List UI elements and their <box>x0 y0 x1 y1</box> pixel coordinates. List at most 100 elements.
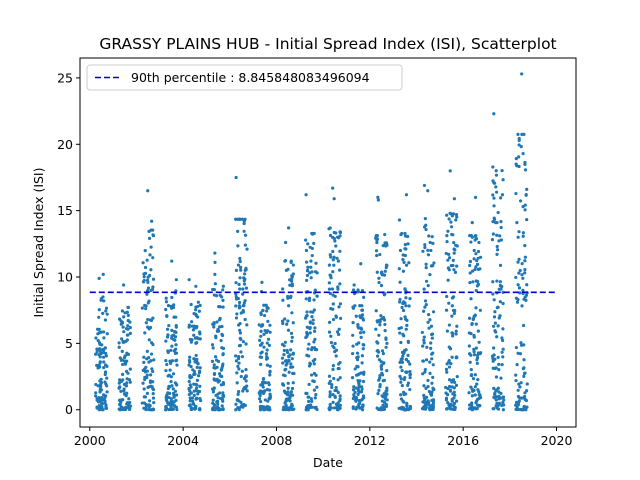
data-point <box>120 349 124 353</box>
data-point <box>403 253 407 258</box>
data-point <box>381 273 385 277</box>
data-point <box>194 314 198 318</box>
data-point <box>429 393 434 397</box>
data-point <box>444 367 449 371</box>
data-point <box>266 319 270 323</box>
data-point <box>327 263 332 267</box>
data-point <box>241 292 245 296</box>
data-point <box>105 364 109 368</box>
data-point <box>118 379 123 384</box>
data-point <box>286 381 290 385</box>
data-point <box>103 318 108 322</box>
data-point <box>96 339 100 343</box>
data-point <box>378 382 382 387</box>
data-point <box>327 287 332 291</box>
data-point <box>307 298 311 303</box>
data-point <box>169 397 173 401</box>
data-point <box>151 228 155 232</box>
data-point <box>525 283 529 287</box>
data-point <box>524 408 528 412</box>
data-point <box>308 362 313 366</box>
data-point <box>514 275 518 280</box>
data-point <box>219 339 223 343</box>
data-point <box>514 345 518 350</box>
data-point <box>268 330 272 334</box>
data-point <box>377 388 381 392</box>
data-point <box>500 193 505 197</box>
data-point <box>362 330 366 334</box>
data-point <box>334 385 338 390</box>
data-point <box>195 336 199 340</box>
data-point <box>290 311 294 315</box>
data-point <box>499 196 503 200</box>
data-point <box>353 390 357 394</box>
data-point <box>194 382 198 386</box>
data-point <box>171 333 176 337</box>
data-point <box>382 361 386 365</box>
data-point <box>330 385 334 389</box>
data-point <box>215 365 219 369</box>
data-point <box>305 334 309 339</box>
data-point <box>117 341 121 345</box>
data-point <box>431 363 435 367</box>
data-point <box>499 391 503 396</box>
data-point <box>151 369 155 374</box>
data-point <box>331 400 335 404</box>
data-point <box>283 391 287 395</box>
data-point <box>385 241 389 245</box>
data-point <box>400 231 404 236</box>
data-point <box>121 325 125 329</box>
data-point <box>451 334 455 338</box>
data-point <box>100 343 104 347</box>
data-point <box>168 401 173 405</box>
data-point <box>188 403 192 407</box>
data-point <box>426 312 431 317</box>
data-point <box>408 362 412 366</box>
data-point <box>450 385 454 389</box>
data-point <box>401 308 406 313</box>
x-tick-label: 2004 <box>167 433 199 448</box>
legend-box <box>86 64 403 91</box>
data-point <box>164 296 168 300</box>
data-point <box>497 362 501 366</box>
data-point <box>502 403 506 407</box>
data-point <box>422 183 427 188</box>
data-point <box>237 361 241 365</box>
data-point <box>119 358 124 362</box>
data-point <box>128 325 132 330</box>
data-point <box>187 392 191 397</box>
data-point <box>151 387 156 392</box>
data-point <box>309 397 313 401</box>
data-point <box>444 308 449 312</box>
data-point <box>329 255 333 259</box>
data-point <box>516 388 520 392</box>
data-point <box>398 297 402 302</box>
data-point <box>492 386 496 390</box>
data-point <box>101 311 105 315</box>
data-point <box>421 372 425 376</box>
data-point <box>126 318 130 323</box>
data-point <box>307 399 311 403</box>
data-point <box>143 248 147 253</box>
data-point <box>514 296 519 300</box>
data-point <box>407 304 411 308</box>
data-point <box>426 189 430 193</box>
data-point <box>398 374 402 378</box>
data-point <box>259 400 263 404</box>
data-point <box>190 338 194 342</box>
data-point <box>351 396 355 401</box>
data-point <box>215 400 219 404</box>
data-point <box>171 391 176 396</box>
data-point <box>239 374 243 379</box>
data-point <box>218 293 222 297</box>
data-point <box>520 262 524 266</box>
data-point <box>143 303 147 308</box>
data-point <box>311 321 315 326</box>
data-point <box>282 352 286 357</box>
data-point <box>141 381 145 385</box>
data-point <box>165 395 169 399</box>
data-point <box>143 331 147 335</box>
data-point <box>241 308 245 313</box>
data-point <box>360 405 364 410</box>
